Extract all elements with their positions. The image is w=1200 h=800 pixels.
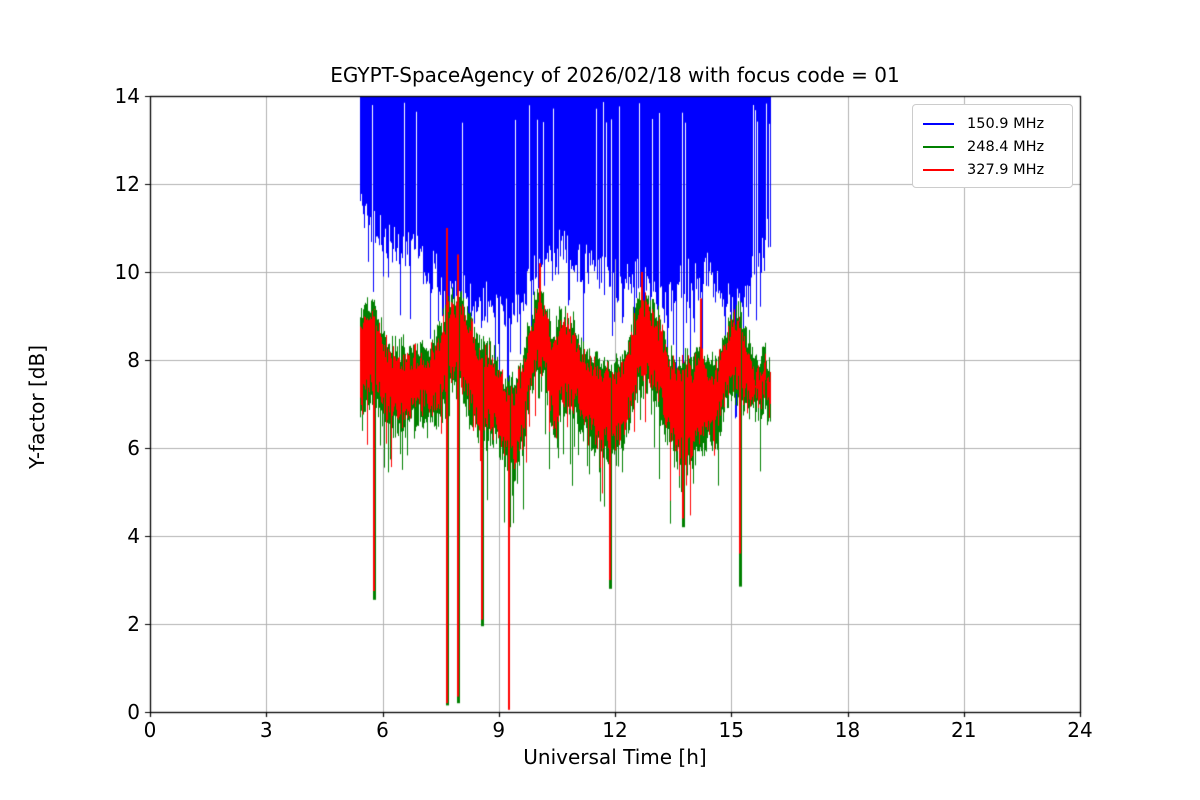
x-tick-label: 24 [1067,718,1093,742]
legend-label: 327.9 MHz [967,161,1045,178]
legend-item: 150.9 MHz [923,112,1064,135]
x-tick-label: 15 [718,718,744,742]
legend-line-swatch [923,122,954,125]
legend: 150.9 MHz 248.4 MHz 327.9 MHz [912,104,1073,188]
legend-item: 327.9 MHz [923,158,1064,181]
x-tick-label: 21 [951,718,977,742]
legend-label: 150.9 MHz [967,115,1045,132]
y-tick-label: 2 [127,612,140,636]
y-axis-label: Y-factor [dB] [25,344,49,470]
x-tick-label: 9 [492,718,506,742]
x-axis-label: Universal Time [h] [523,745,707,769]
x-tick-label: 0 [143,718,157,742]
x-tick-label: 3 [259,718,273,742]
y-tick-label: 8 [127,348,140,372]
y-tick-label: 6 [127,436,140,460]
y-tick-label: 0 [127,700,140,724]
legend-label: 248.4 MHz [967,138,1045,155]
y-tick-label: 14 [114,84,140,108]
y-tick-label: 10 [114,260,140,284]
x-tick-label: 18 [834,718,861,742]
legend-line-swatch [923,145,954,148]
legend-item: 248.4 MHz [923,135,1064,158]
plot-title: EGYPT-SpaceAgency of 2026/02/18 with foc… [330,63,900,87]
x-tick-label: 6 [376,718,389,742]
y-tick-label: 12 [114,172,140,196]
x-tick-label: 12 [602,718,628,742]
y-tick-label: 4 [127,524,140,548]
legend-line-swatch [923,168,954,171]
